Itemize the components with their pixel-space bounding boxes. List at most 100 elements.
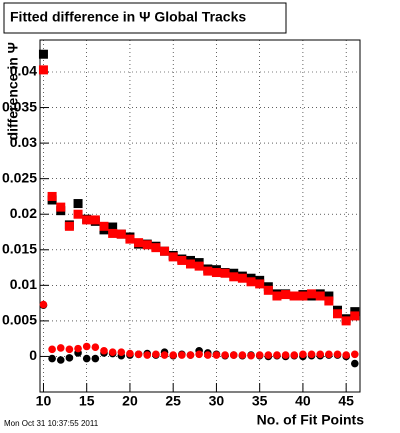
point xyxy=(341,316,351,326)
point xyxy=(91,354,100,363)
point xyxy=(134,350,143,359)
point xyxy=(290,351,299,359)
point xyxy=(272,291,282,301)
point xyxy=(73,209,83,219)
point xyxy=(152,350,160,359)
point xyxy=(82,215,92,225)
point xyxy=(56,202,66,212)
point xyxy=(65,354,74,362)
y-axis-label: difference in Ψ xyxy=(5,42,21,140)
point xyxy=(333,350,342,359)
point xyxy=(221,351,229,359)
point xyxy=(299,350,307,359)
point xyxy=(229,272,239,282)
point xyxy=(324,291,334,301)
chart-title: Fitted difference in Ψ Global Tracks xyxy=(10,9,246,25)
point xyxy=(74,344,82,353)
point xyxy=(108,348,117,356)
point xyxy=(185,259,195,269)
point xyxy=(255,351,264,359)
y-tick-label: 0 xyxy=(29,347,37,363)
point xyxy=(151,243,161,253)
point xyxy=(48,354,56,363)
x-tick-label: 25 xyxy=(165,393,181,409)
point xyxy=(47,191,57,201)
point xyxy=(342,351,350,359)
point xyxy=(100,346,108,355)
x-tick-label: 35 xyxy=(252,393,268,409)
point xyxy=(126,349,134,358)
point xyxy=(82,342,91,351)
y-tick-label: 0.025 xyxy=(2,169,37,185)
x-axis-label: No. of Fit Points xyxy=(257,412,365,428)
point xyxy=(237,273,247,283)
frame xyxy=(39,39,361,393)
point xyxy=(263,285,273,295)
point xyxy=(90,215,100,225)
y-tick-label: 0.02 xyxy=(10,205,37,221)
x-tick-label: 15 xyxy=(79,393,95,409)
title-box xyxy=(3,2,287,34)
point xyxy=(142,240,152,250)
point xyxy=(298,291,308,301)
x-tick-label: 20 xyxy=(122,393,138,409)
point xyxy=(99,221,109,231)
point xyxy=(246,277,256,287)
point xyxy=(281,351,290,359)
point xyxy=(56,344,65,352)
point xyxy=(220,268,230,278)
point xyxy=(39,300,48,309)
point xyxy=(160,246,170,256)
point xyxy=(73,199,83,209)
y-tick-label: 0.005 xyxy=(2,312,37,328)
point xyxy=(38,49,48,59)
x-tick-label: 10 xyxy=(36,393,52,409)
point xyxy=(160,351,169,359)
point xyxy=(168,252,178,262)
x-tick-label: 30 xyxy=(209,393,225,409)
x-tick-label: 45 xyxy=(338,393,354,409)
point xyxy=(307,289,317,299)
point xyxy=(307,350,316,359)
point xyxy=(350,311,360,321)
point xyxy=(56,356,65,364)
point xyxy=(169,351,177,359)
point xyxy=(264,351,273,359)
point xyxy=(273,351,281,359)
point xyxy=(351,359,359,368)
y-tick-label: 0.01 xyxy=(10,276,37,292)
point xyxy=(351,350,359,359)
point xyxy=(325,350,333,359)
point xyxy=(64,221,74,231)
point xyxy=(125,234,135,244)
y-tick-label: 0.015 xyxy=(2,240,37,256)
point xyxy=(108,222,118,232)
y-tick-label: 0.035 xyxy=(2,98,37,114)
point xyxy=(195,350,203,359)
y-tick-label: 0.03 xyxy=(10,134,37,150)
point xyxy=(324,296,334,306)
point xyxy=(116,229,126,239)
point xyxy=(194,261,204,271)
point xyxy=(289,291,299,301)
point xyxy=(229,351,238,359)
point xyxy=(48,345,56,354)
point xyxy=(238,351,247,359)
point xyxy=(316,350,325,359)
point xyxy=(255,279,265,289)
point xyxy=(203,351,212,359)
point xyxy=(65,345,74,354)
point xyxy=(82,354,91,363)
point xyxy=(91,343,100,352)
point xyxy=(38,65,48,75)
point xyxy=(186,351,195,359)
point xyxy=(117,348,126,356)
point xyxy=(203,266,213,276)
point xyxy=(177,255,187,265)
point xyxy=(247,351,255,360)
footer: Mon Oct 31 10:37:55 2011 xyxy=(4,419,99,428)
point xyxy=(108,228,118,238)
point xyxy=(178,351,186,359)
